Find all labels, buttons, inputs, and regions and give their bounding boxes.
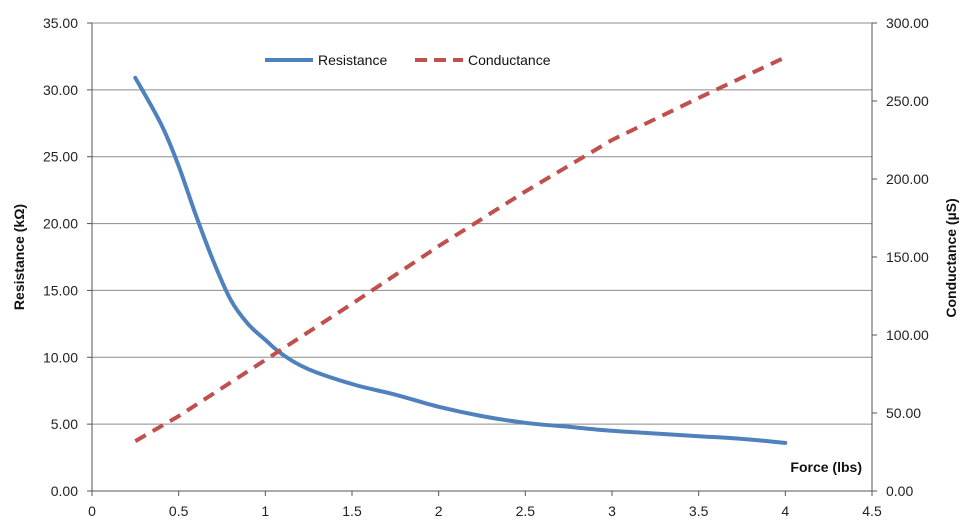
x-tick-label: 2: [435, 503, 443, 519]
series-line-resistance: [133, 75, 788, 445]
x-axis-label: Force (lbs): [790, 459, 862, 475]
legend: Resistance Conductance: [265, 52, 551, 68]
legend-label-conductance: Conductance: [468, 52, 551, 68]
y2-tick-label: 200.00: [886, 171, 929, 187]
y-tick-label: 5.00: [51, 416, 78, 432]
x-tick-label: 4: [781, 503, 789, 519]
x-tick-label: 2.5: [516, 503, 536, 519]
y-axis-label: Resistance (kΩ): [11, 204, 27, 310]
series: [133, 55, 788, 445]
gridlines: [92, 22, 872, 425]
x-tick-label: 4.5: [862, 503, 882, 519]
x-tick-label: 0.5: [169, 503, 189, 519]
y2-tick-labels: 0.00 50.00 100.00 150.00 200.00 250.00 300.00: [886, 15, 929, 499]
x-tick-label: 1: [261, 503, 269, 519]
y-tick-label: 35.00: [43, 15, 78, 31]
x-tick-label: 3.5: [689, 503, 709, 519]
axes: [87, 22, 877, 496]
y2-tick-label: 0.00: [886, 483, 913, 499]
y-tick-label: 10.00: [43, 349, 78, 365]
y2-tick-label: 250.00: [886, 93, 929, 109]
series-line-conductance: [134, 55, 787, 443]
y-tick-label: 25.00: [43, 149, 78, 165]
x-tick-label: 3: [608, 503, 616, 519]
y2-tick-label: 100.00: [886, 327, 929, 343]
y-tick-labels: 0.00 5.00 10.00 15.00 20.00 25.00 30.00 35.00: [43, 15, 78, 499]
y2-axis-label: Conductance (µS): [943, 198, 959, 317]
x-tick-label: 1.5: [342, 503, 362, 519]
x-tick-labels: 0 0.5 1 1.5 2 2.5 3 3.5 4 4.5: [88, 503, 882, 519]
y-tick-label: 15.00: [43, 282, 78, 298]
y2-tick-label: 50.00: [886, 405, 921, 421]
y-tick-label: 20.00: [43, 216, 78, 232]
y-tick-label: 0.00: [51, 483, 78, 499]
legend-label-resistance: Resistance: [318, 52, 387, 68]
y2-tick-label: 150.00: [886, 249, 929, 265]
y2-tick-label: 300.00: [886, 15, 929, 31]
x-tick-label: 0: [88, 503, 96, 519]
y-tick-label: 30.00: [43, 82, 78, 98]
